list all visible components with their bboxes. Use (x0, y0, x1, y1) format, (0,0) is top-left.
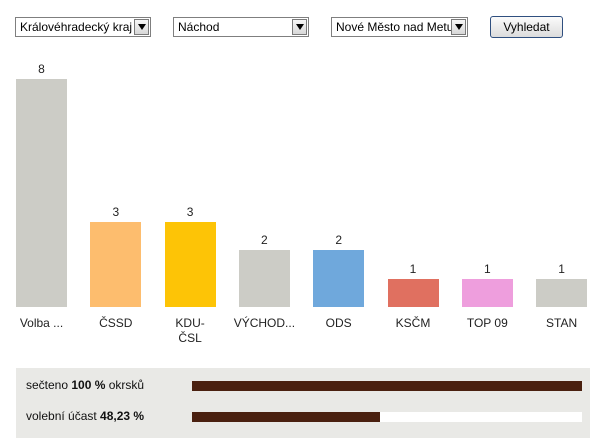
bar-category-label: ODS (325, 316, 352, 330)
turnout-progress-fill (192, 412, 381, 422)
bar-value-label: 1 (483, 261, 491, 276)
bar-category-label: Volba ... (19, 316, 64, 330)
counted-row: sečteno 100 % okrsků (26, 378, 144, 392)
chart-bar (387, 278, 439, 307)
chart-bar (238, 250, 290, 307)
municipality-select-value: Nové Město nad Metují (336, 20, 460, 34)
counted-progress-track (192, 381, 582, 391)
district-dropdown-arrow-icon[interactable] (292, 19, 307, 35)
bar-category-label: VÝCHOD... (233, 316, 296, 330)
chart-bar (461, 278, 513, 307)
bar-value-label: 3 (112, 204, 120, 219)
region-dropdown-arrow-icon[interactable] (134, 19, 149, 35)
turnout-prefix: volební účast (26, 409, 101, 423)
search-button[interactable]: Vyhledat (490, 16, 563, 38)
bar-category-label: KSČM (395, 316, 431, 330)
turnout-row: volební účast 48,23 % (26, 409, 144, 423)
bar-value-label: 3 (186, 204, 194, 219)
counted-value: 100 % (71, 378, 106, 392)
bar-value-label: 1 (558, 261, 565, 276)
district-select-value: Náchod (178, 20, 220, 34)
counted-suffix: okrsků (105, 378, 145, 392)
chart-bar (536, 278, 588, 307)
bar-category-label: TOP 09 (466, 316, 508, 330)
bar-value-label: 2 (335, 233, 343, 247)
counted-progress-fill (192, 381, 582, 391)
counted-prefix: sečteno (26, 378, 72, 392)
municipality-select[interactable]: Nové Město nad Metují (331, 17, 468, 37)
turnout-value: 48,23 % (100, 409, 145, 423)
bar-category-label: ČSSD (99, 316, 133, 330)
chart-bar (164, 221, 216, 307)
bar-category-label: KDU- ČSL (175, 316, 205, 345)
region-select-value: Královéhradecký kraj (20, 20, 133, 34)
summary-panel: sečteno 100 % okrsků volební účast 48,23… (16, 368, 590, 438)
chart-bar (90, 221, 142, 307)
district-select[interactable]: Náchod (173, 17, 309, 37)
turnout-progress-track (192, 412, 582, 422)
municipality-dropdown-arrow-icon[interactable] (451, 19, 466, 35)
region-select[interactable]: Královéhradecký kraj (15, 17, 151, 37)
bar-category-label: STAN (546, 316, 578, 330)
bar-value-label: 1 (409, 261, 417, 276)
bar-value-label: 8 (38, 62, 45, 76)
bar-value-label: 2 (261, 233, 268, 247)
chart-bar (16, 79, 67, 307)
chart-bar (313, 250, 365, 307)
